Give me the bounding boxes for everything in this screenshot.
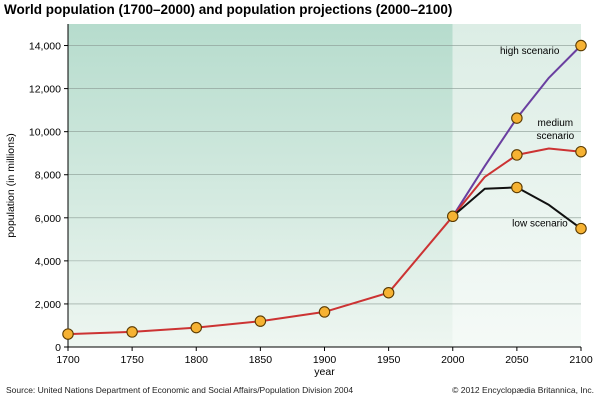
data-point-marker (254, 315, 267, 327)
scenario-labels: high scenario medium scenario low scenario (500, 46, 575, 229)
copyright-note: © 2012 Encyclopædia Britannica, Inc. (452, 385, 594, 395)
data-point-marker (511, 112, 523, 124)
shaded-regions (68, 24, 581, 347)
data-markers (62, 39, 587, 340)
grid-lines (68, 45, 581, 305)
x-tick-label: 1750 (120, 354, 144, 366)
x-tick-label: 1700 (56, 354, 80, 366)
x-tick-label: 1900 (313, 354, 337, 366)
data-point-marker (126, 326, 138, 338)
y-tick-label: 6,000 (35, 213, 61, 225)
x-tick-label: 1950 (377, 354, 401, 366)
y-tick-label: 8,000 (35, 170, 61, 182)
y-tick-label: 0 (55, 342, 61, 354)
region-historical (68, 24, 453, 347)
x-tick-labels: 1700 1750 1800 1850 1900 1950 2000 2050 2100 (56, 354, 593, 366)
x-tick-label: 2100 (569, 354, 593, 366)
scenario-label: low scenario (512, 218, 568, 229)
chart-title: World population (1700–2000) and populat… (4, 2, 453, 17)
scenario-label: high scenario (500, 46, 560, 57)
data-point-marker (382, 286, 395, 299)
y-tick-labels: 0 2,000 4,000 6,000 8,000 10,000 12,000 14,000 (29, 41, 61, 354)
axes (64, 24, 582, 351)
y-tick-label: 4,000 (35, 256, 61, 268)
data-point-marker (575, 222, 587, 235)
x-axis-label: year (314, 366, 335, 378)
y-tick-label: 10,000 (29, 127, 61, 139)
y-axis-label: population (in millions) (5, 133, 17, 237)
data-point-marker (62, 328, 74, 340)
y-tick-label: 14,000 (29, 41, 61, 53)
x-tick-label: 2050 (505, 354, 529, 366)
data-point-marker (511, 149, 523, 161)
data-point-marker (511, 181, 523, 194)
data-point-marker (190, 321, 203, 334)
data-point-marker (318, 306, 331, 318)
y-tick-label: 12,000 (29, 84, 61, 96)
data-point-marker (446, 210, 459, 223)
x-tick-label: 1800 (185, 354, 209, 366)
scenario-label: medium scenario (536, 118, 574, 142)
x-tick-label: 2000 (441, 354, 465, 366)
data-point-marker (575, 39, 587, 52)
data-point-marker (575, 145, 587, 158)
y-tick-label: 2,000 (35, 299, 61, 311)
source-note: Source: United Nations Department of Eco… (6, 385, 354, 395)
x-tick-label: 1850 (249, 354, 273, 366)
